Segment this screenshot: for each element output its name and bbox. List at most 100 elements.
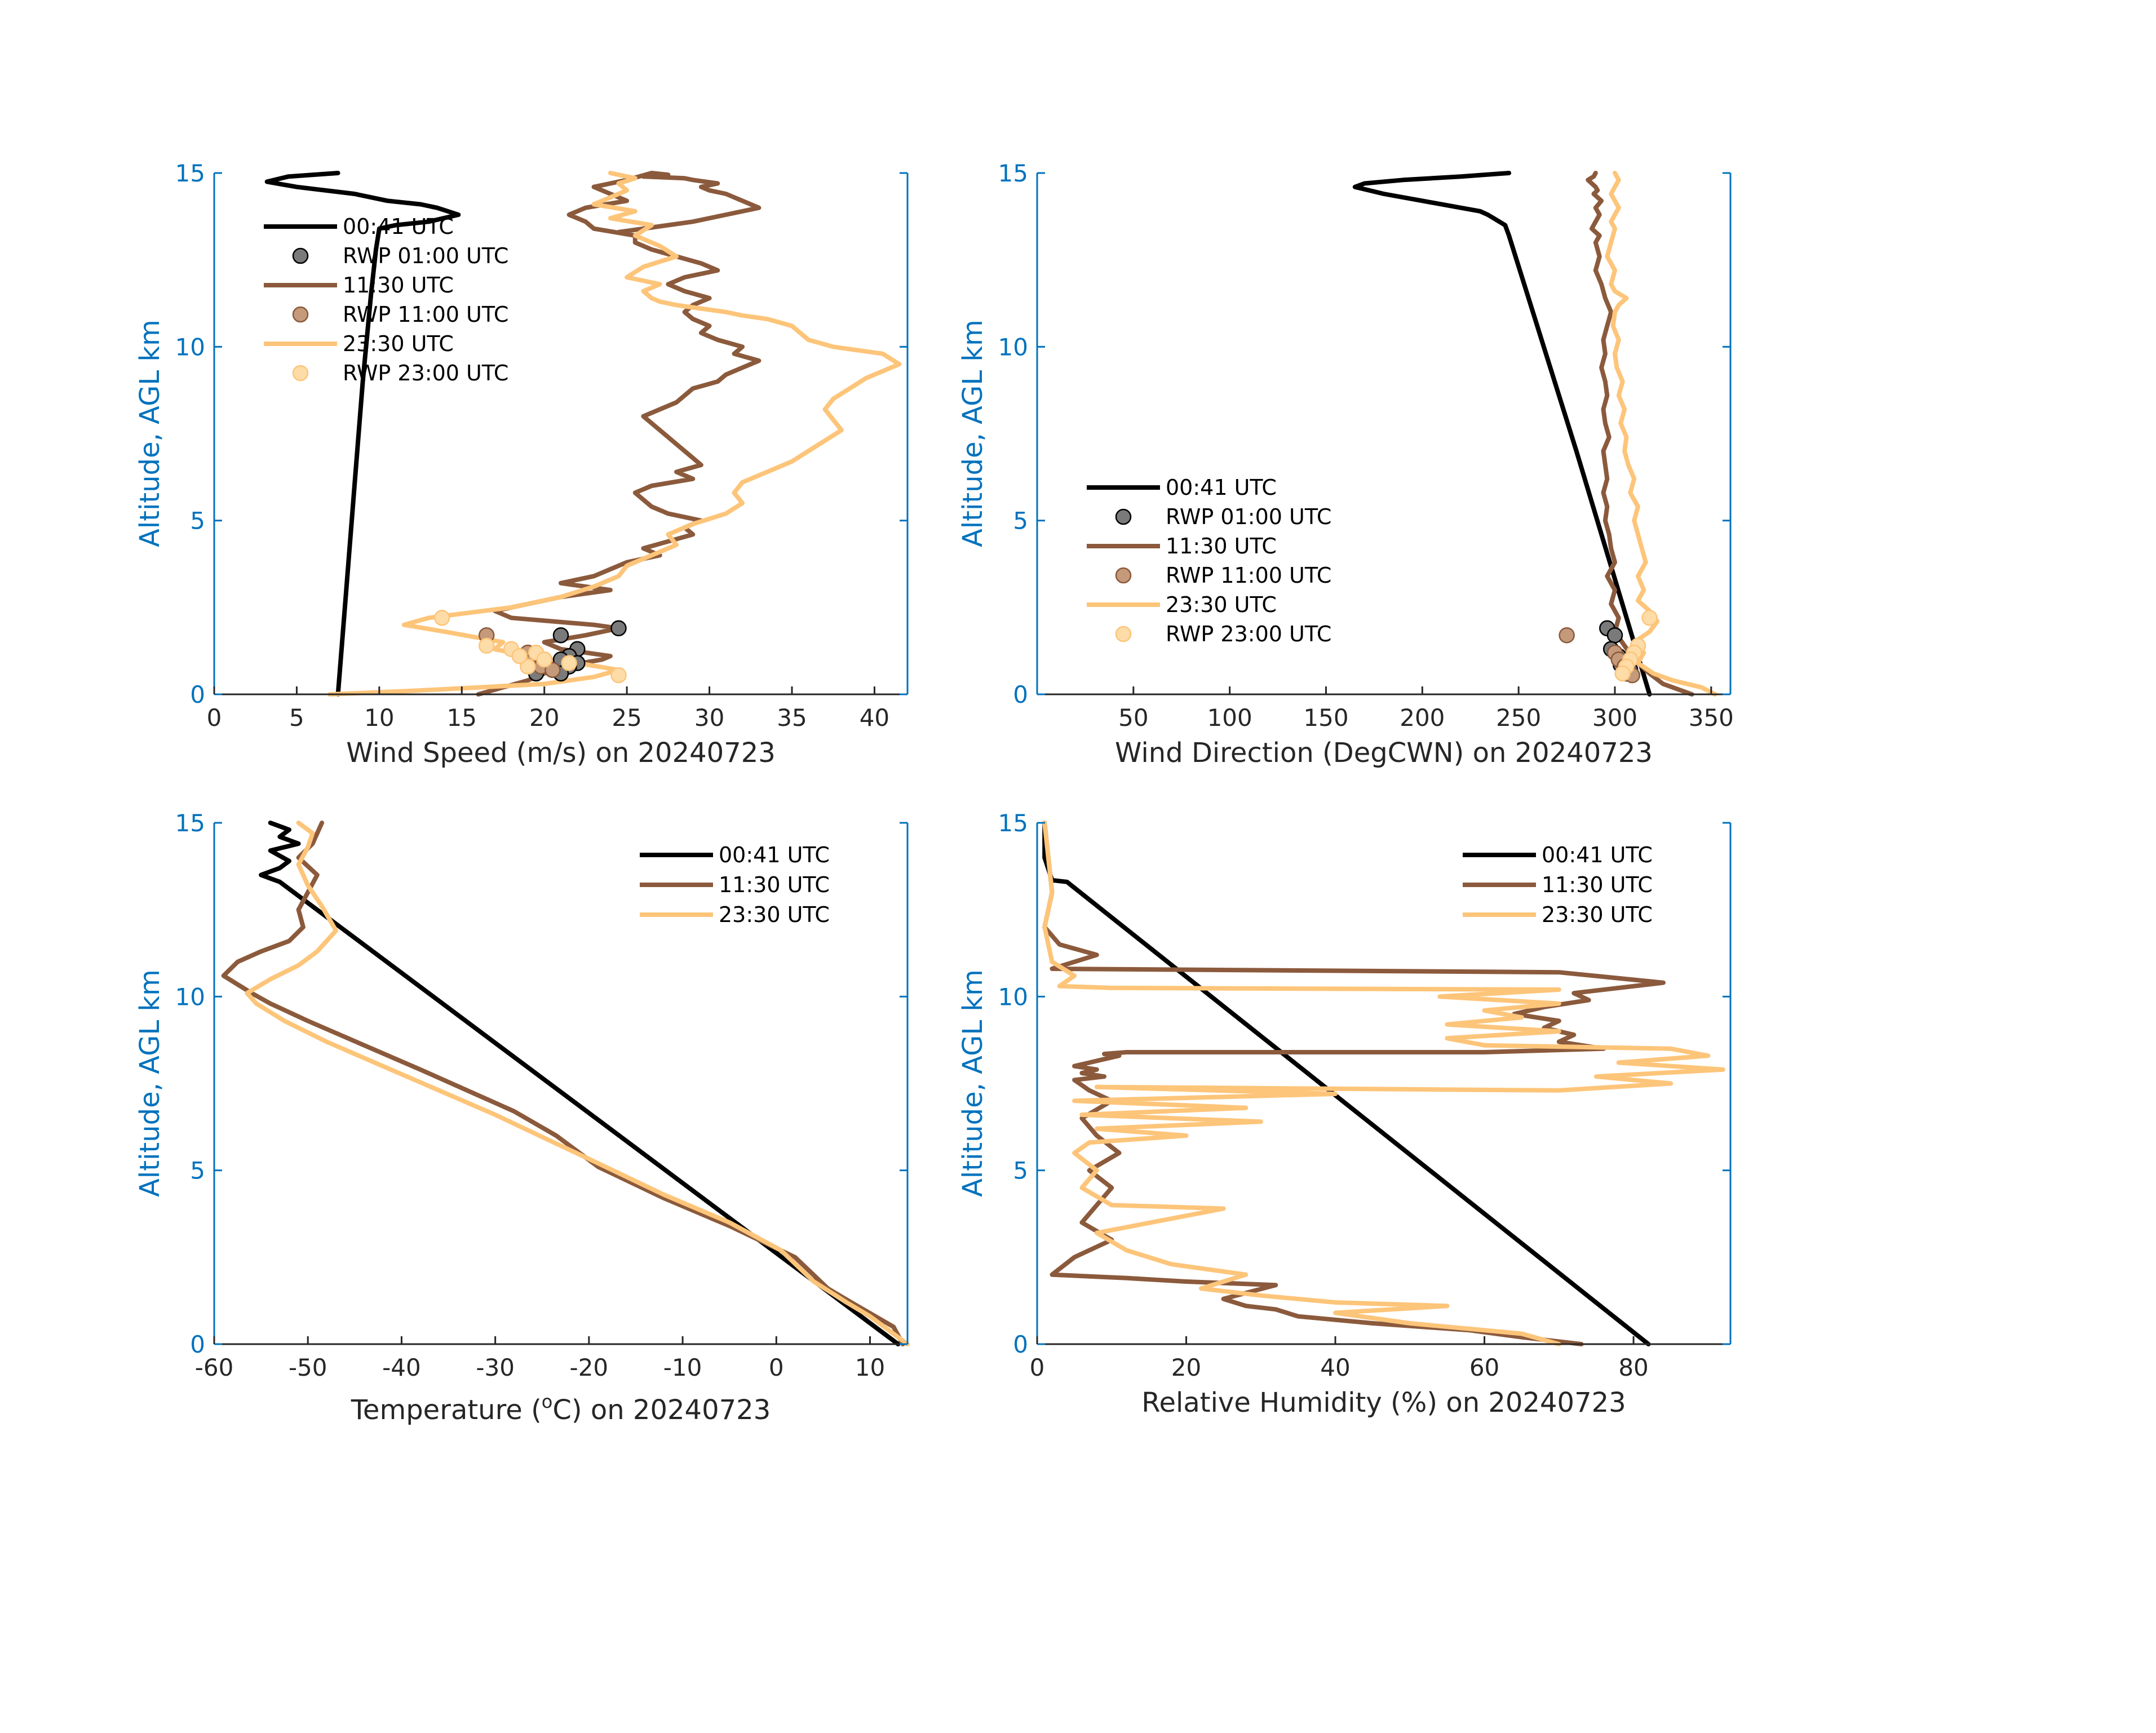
relative-humidity-panel: 0 5 10 15 0 20 40 60 80 Altitude, AGL km Relativ… (957, 809, 1732, 1419)
legend-label-0041: 00:41 UTC (343, 214, 454, 239)
relative-humidity-ytick-label: 0 (1013, 1331, 1028, 1358)
temperature-xtick-label: -50 (289, 1354, 327, 1381)
wind-speed-xtick-label: 0 (207, 704, 222, 732)
relative-humidity-line-23-30-utc (1042, 821, 1725, 1346)
wind-direction-series (1352, 171, 1717, 697)
temperature-xtick-label: -40 (382, 1354, 421, 1381)
wind-direction-xlabel: Wind Direction (DegCWN) on 20240723 (1115, 737, 1653, 769)
temperature-line-00-41-utc (259, 821, 901, 1346)
wind-direction-panel: 0 5 10 15 50 100 150 200 250 300 350 Altitude, AGL… (957, 159, 1734, 769)
temperature-ticks: 0 5 10 15 -60 -50 -40 -30 -20 -10 0 10 (175, 809, 907, 1381)
wind-direction-ylabel: Altitude, AGL km (957, 320, 989, 547)
wind-direction-ticks: 0 5 10 15 50 100 150 200 250 300 350 (998, 159, 1734, 732)
temperature-ylabel: Altitude, AGL km (134, 969, 166, 1197)
wind-speed-xtick-label: 10 (364, 704, 394, 732)
wind-speed-line-11-30-utc (476, 171, 762, 697)
relative-humidity-ytick-label: 5 (1013, 1157, 1028, 1185)
wind-direction-ytick-label: 0 (1013, 681, 1028, 708)
legend-marker-rwp-2300 (292, 365, 309, 382)
legend-marker-rwp-0100 (1115, 508, 1132, 525)
legend-label-rwp-1100: RWP 11:00 UTC (1166, 563, 1331, 588)
legend-label-1130: 11:30 UTC (343, 273, 454, 298)
wind-speed-ytick-label: 15 (175, 159, 205, 187)
wind-direction-xtick-label: 200 (1400, 704, 1445, 732)
wind-speed-point-rwp-11-00-utc (544, 662, 561, 679)
legend-label-rwp-2300: RWP 23:00 UTC (1166, 622, 1331, 646)
wind-speed-xlabel: Wind Speed (m/s) on 20240723 (346, 737, 776, 769)
temperature-xtick-label: -60 (195, 1354, 234, 1381)
relative-humidity-xtick-label: 80 (1618, 1354, 1648, 1381)
legend-label-0041: 00:41 UTC (1166, 475, 1277, 500)
temperature-xtick-label: 10 (855, 1354, 885, 1381)
relative-humidity-ticks: 0 5 10 15 0 20 40 60 80 (998, 809, 1730, 1381)
wind-speed-xtick-label: 30 (694, 704, 724, 732)
wind-direction-xtick-label: 300 (1592, 704, 1637, 732)
wind-direction-line-00-41-utc (1352, 171, 1652, 697)
temperature-xtick-label: -30 (476, 1354, 515, 1381)
relative-humidity-ylabel: Altitude, AGL km (957, 969, 989, 1197)
wind-direction-ytick-label: 10 (998, 333, 1028, 361)
relative-humidity-legend: 00:41 UTC 11:30 UTC 23:30 UTC (1463, 843, 1653, 927)
legend-marker-rwp-1100 (292, 306, 309, 323)
legend-label-rwp-0100: RWP 01:00 UTC (1166, 504, 1331, 529)
temperature-xlabel-unit: C) on 20240723 (552, 1394, 771, 1426)
legend-label-rwp-0100: RWP 01:00 UTC (343, 243, 508, 268)
wind-speed-xtick-label: 25 (612, 704, 641, 732)
wind-direction-xtick-label: 250 (1496, 704, 1541, 732)
wind-direction-point-rwp-23-00-utc (1641, 610, 1658, 626)
wind-speed-point-rwp-01-00-utc (610, 620, 627, 637)
wind-speed-point-rwp-23-00-utc (536, 651, 552, 668)
wind-speed-xtick-label: 35 (777, 704, 807, 732)
legend-label-2330: 23:30 UTC (719, 902, 830, 927)
wind-direction-point-rwp-23-00-utc (1614, 665, 1631, 682)
wind-direction-ytick-label: 15 (998, 159, 1028, 187)
wind-direction-line-11-30-utc (1586, 171, 1694, 697)
relative-humidity-xtick-label: 40 (1320, 1354, 1350, 1381)
wind-speed-ticks: 0 5 10 15 0 5 10 15 20 25 30 35 40 (175, 159, 907, 732)
wind-speed-point-rwp-23-00-utc (520, 658, 536, 675)
relative-humidity-line-11-30-utc (1042, 821, 1666, 1346)
legend-label-1130: 11:30 UTC (1542, 872, 1653, 897)
temperature-xtick-label: -20 (570, 1354, 609, 1381)
relative-humidity-ytick-label: 10 (998, 983, 1028, 1010)
legend-marker-rwp-0100 (292, 247, 309, 264)
temperature-series (221, 821, 910, 1346)
temperature-line-11-30-utc (221, 821, 905, 1346)
wind-speed-point-rwp-23-00-utc (561, 655, 577, 671)
relative-humidity-xlabel: Relative Humidity (%) on 20240723 (1141, 1387, 1626, 1419)
temperature-ytick-label: 15 (175, 809, 205, 837)
relative-humidity-ytick-label: 15 (998, 809, 1028, 837)
wind-speed-xtick-label: 20 (529, 704, 559, 732)
wind-speed-series (264, 171, 902, 697)
wind-direction-xtick-label: 350 (1689, 704, 1734, 732)
wind-direction-xtick-label: 100 (1207, 704, 1252, 732)
wind-direction-point-rwp-01-00-utc (1606, 627, 1623, 644)
wind-direction-line-23-30-utc (1605, 171, 1717, 697)
wind-speed-ytick-label: 10 (175, 333, 205, 361)
temperature-ytick-label: 0 (190, 1331, 205, 1358)
wind-speed-line-00-41-utc (264, 171, 461, 697)
wind-speed-ylabel: Altitude, AGL km (134, 320, 166, 547)
legend-label-2330: 23:30 UTC (343, 331, 454, 356)
temperature-xlabel-degree: o (542, 1391, 553, 1412)
wind-speed-xtick-label: 15 (447, 704, 477, 732)
legend-label-1130: 11:30 UTC (719, 872, 830, 897)
temperature-ytick-label: 10 (175, 983, 205, 1010)
relative-humidity-xtick-label: 60 (1469, 1354, 1499, 1381)
temperature-xlabel: Temperature (oC) on 20240723 (351, 1391, 771, 1426)
legend-label-rwp-2300: RWP 23:00 UTC (343, 361, 508, 385)
wind-speed-legend: 00:41 UTC RWP 01:00 UTC 11:30 UTC RWP 11… (264, 214, 508, 385)
wind-speed-point-rwp-23-00-utc (511, 648, 528, 664)
temperature-line-23-30-utc (245, 821, 910, 1346)
wind-direction-legend: 00:41 UTC RWP 01:00 UTC 11:30 UTC RWP 11… (1087, 475, 1331, 646)
legend-label-2330: 23:30 UTC (1542, 902, 1653, 927)
temperature-panel: 0 5 10 15 -60 -50 -40 -30 -20 -10 0 10 Altitude, AG… (134, 809, 910, 1426)
wind-speed-point-rwp-23-00-utc (610, 667, 627, 684)
wind-direction-xtick-label: 150 (1303, 704, 1348, 732)
legend-label-0041: 00:41 UTC (1542, 843, 1653, 867)
temperature-xtick-label: -10 (663, 1354, 702, 1381)
wind-speed-ytick-label: 5 (190, 507, 205, 535)
wind-speed-point-rwp-01-00-utc (552, 627, 569, 644)
wind-direction-ytick-label: 5 (1013, 507, 1028, 535)
